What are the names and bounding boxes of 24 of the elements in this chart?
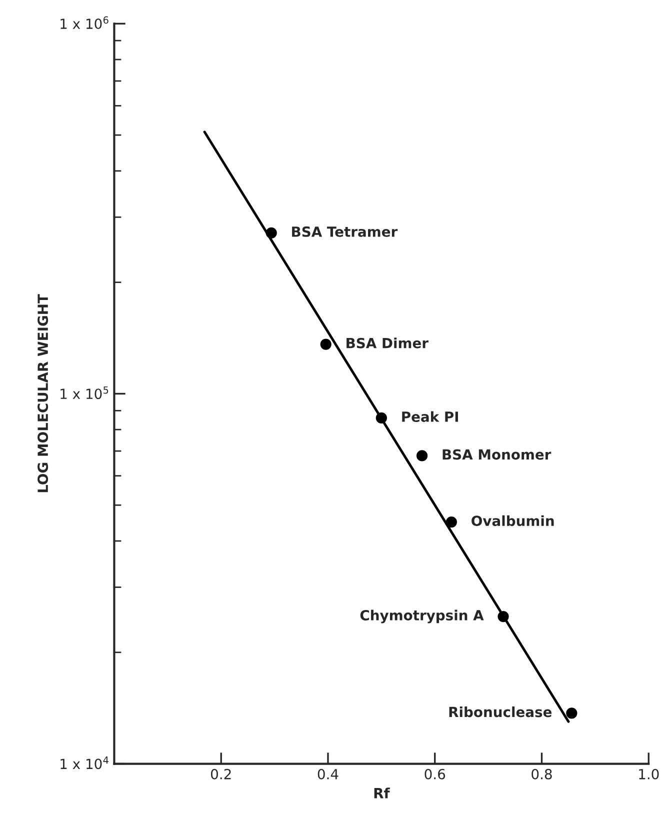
point: [446, 516, 457, 528]
y-tick-label: 1 x 10$^{4}$: [60, 756, 108, 770]
annotation: BSA Tetramer: [292, 226, 398, 237]
y-axis-title: LOG MOLECULAR WEIGHT: [38, 294, 48, 492]
annotation: Ribonuclease: [449, 706, 552, 718]
point: [498, 610, 509, 622]
x-tick-label: 0.6: [424, 768, 446, 780]
annotation: Chymotrypsin A: [360, 610, 484, 624]
x-tick-label: 1.0: [639, 768, 659, 780]
annotation: BSA Dimer: [346, 338, 428, 348]
annotation: Peak PI: [402, 411, 458, 422]
x-tick-label: 0.8: [532, 768, 552, 780]
point: [566, 708, 578, 719]
point: [320, 338, 332, 350]
annotation: BSA Monomer: [442, 449, 552, 460]
point: [376, 412, 387, 424]
point: [266, 227, 277, 238]
x-tick-label: 0.4: [318, 768, 338, 780]
x-tick-label: 0.2: [210, 768, 231, 780]
x-axis-title: Rf: [374, 788, 390, 798]
point: [416, 450, 428, 462]
y-tick-label: 1 x 10$^{5}$: [60, 386, 108, 400]
annotation: Ovalbumin: [472, 515, 554, 526]
y-tick-label: 1 x 10$^{6}$: [60, 16, 108, 30]
